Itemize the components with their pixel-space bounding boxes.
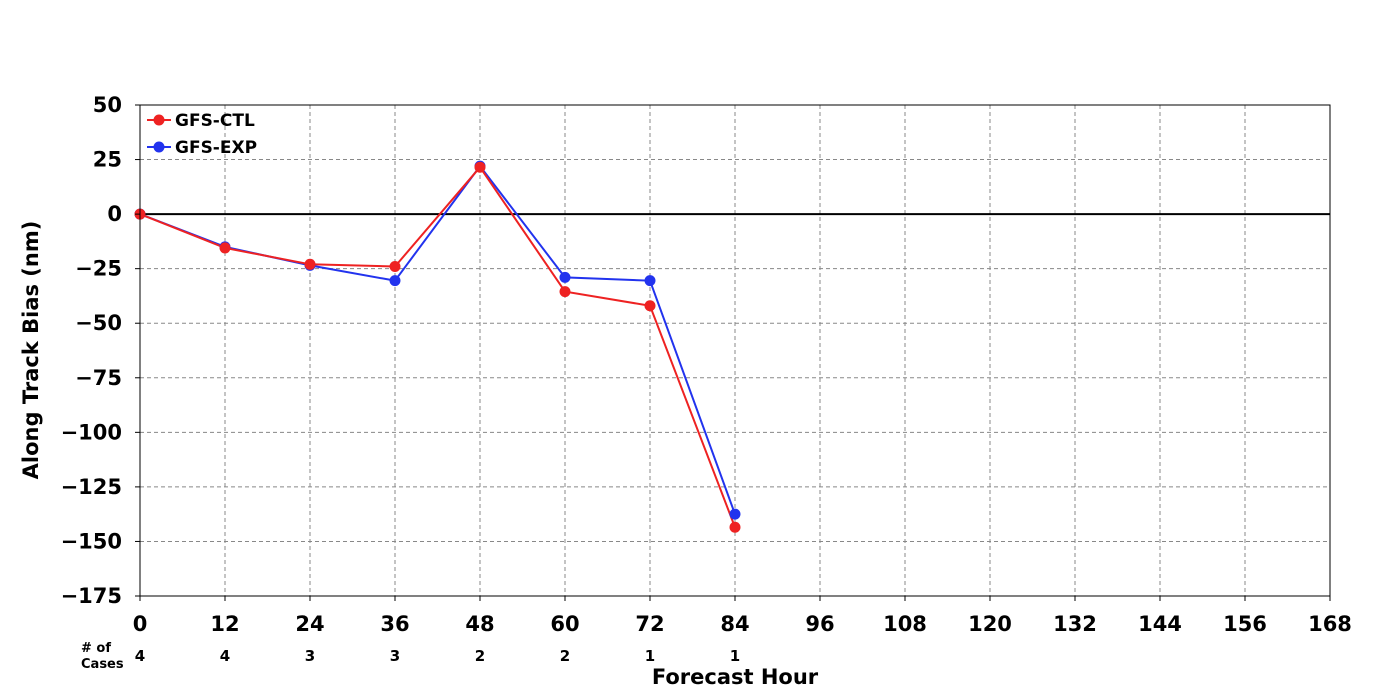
legend-marker (153, 114, 165, 126)
case-count: 2 (475, 647, 485, 665)
x-tick-label: 168 (1308, 612, 1352, 636)
cases-title-line2: Cases (81, 657, 124, 672)
cases-title-line1: # of (81, 641, 111, 656)
y-tick-label: 0 (107, 202, 122, 226)
y-tick-label: 25 (93, 148, 122, 172)
x-tick-label: 24 (295, 612, 324, 636)
case-count: 4 (220, 647, 230, 665)
legend-label: GFS-EXP (175, 138, 257, 158)
x-tick-label: 132 (1053, 612, 1097, 636)
y-tick-labels: 50 25 0 −25 −50 −75 −100 −125 −150 −175 (61, 93, 140, 608)
series-line-gfs-ctl (139, 165, 736, 528)
x-tick-label: 48 (465, 612, 494, 636)
data-point-gfs-ctl (474, 161, 486, 173)
data-point-gfs-exp (389, 275, 401, 287)
data-point-gfs-ctl (729, 521, 741, 533)
case-count: 2 (560, 647, 570, 665)
x-tick-label: 156 (1223, 612, 1267, 636)
data-point-gfs-ctl (559, 286, 571, 298)
x-tick-label: 0 (133, 612, 148, 636)
y-tick-label: −25 (75, 257, 122, 281)
data-point-gfs-exp (729, 508, 741, 520)
case-count: 3 (305, 647, 315, 665)
y-tick-label: −75 (75, 366, 122, 390)
case-count: 1 (730, 647, 740, 665)
y-axis-title: Along Track Bias (nm) (19, 221, 43, 480)
y-tick-label: −175 (61, 584, 122, 608)
y-tick-label: −100 (61, 420, 122, 444)
x-tick-label: 144 (1138, 612, 1182, 636)
data-point-gfs-exp (644, 275, 656, 287)
y-tick-label: −125 (61, 475, 122, 499)
data-point-gfs-ctl (389, 260, 401, 272)
x-tick-label: 12 (210, 612, 239, 636)
x-tick-label: 36 (380, 612, 409, 636)
data-point-gfs-exp (559, 271, 571, 283)
legend: GFS-CTL GFS-EXP (147, 111, 257, 158)
x-tick-label: 120 (968, 612, 1012, 636)
case-count: 4 (135, 647, 145, 665)
case-count: 1 (645, 647, 655, 665)
legend-label: GFS-CTL (175, 111, 255, 131)
x-tick-label: 60 (550, 612, 579, 636)
data-point-gfs-ctl (304, 258, 316, 270)
y-tick-label: −50 (75, 311, 122, 335)
x-tick-labels: 0 12 24 36 48 60 72 84 96 108 120 132 144 156 168 (133, 596, 1352, 636)
y-tick-label: −150 (61, 529, 122, 553)
series-group (134, 160, 741, 533)
case-count: 3 (390, 647, 400, 665)
x-tick-label: 72 (635, 612, 664, 636)
y-tick-label: 50 (93, 93, 122, 117)
data-point-gfs-ctl (219, 242, 231, 254)
x-tick-label: 108 (883, 612, 927, 636)
data-point-gfs-ctl (644, 300, 656, 312)
cases-row: # of Cases 4 4 3 3 2 2 1 1 (81, 641, 740, 672)
x-tick-label: 96 (805, 612, 834, 636)
x-axis-title: Forecast Hour (652, 665, 819, 689)
x-tick-label: 84 (720, 612, 749, 636)
legend-marker (153, 141, 165, 153)
